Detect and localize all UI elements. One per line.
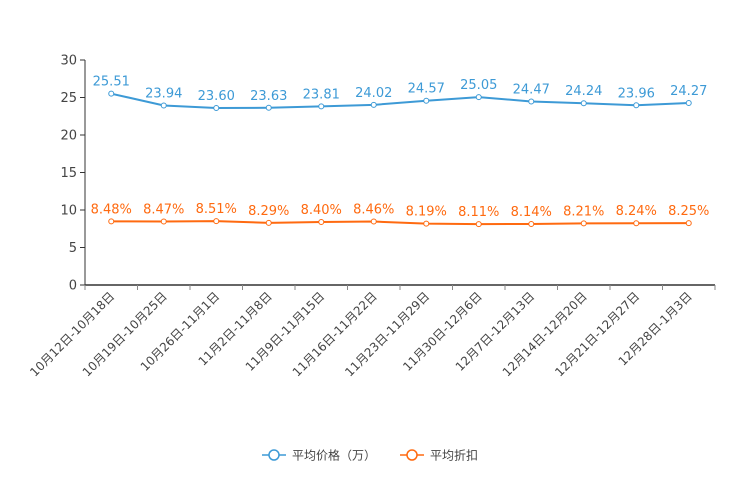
data-point [318,219,325,225]
data-label: 8.29% [248,204,289,219]
y-tick-label: 10 [60,204,77,219]
data-point [423,97,430,104]
data-label: 8.48% [91,202,132,217]
data-point [265,104,272,111]
data-label: 24.57 [408,82,445,97]
data-point [108,218,115,225]
data-label: 25.51 [93,75,130,90]
data-label: 24.27 [670,84,707,99]
data-point [265,219,272,226]
data-point [213,218,220,225]
data-label: 8.21% [563,204,604,219]
data-label: 8.19% [406,205,447,220]
legend-label[interactable]: 平均价格（万） [292,448,376,463]
data-label: 23.94 [145,86,182,101]
data-label: 24.02 [355,86,392,101]
x-tick-label: 10月12日-10月18日 [27,289,117,379]
legend-label[interactable]: 平均折扣 [430,448,478,463]
data-point [213,105,220,111]
data-point [370,218,377,225]
legend-marker-icon [406,449,418,461]
data-label: 25.05 [460,78,497,93]
data-point [475,94,482,101]
data-point [633,220,640,227]
data-label: 24.24 [565,84,602,99]
y-tick-label: 30 [60,54,77,69]
y-tick-label: 0 [69,279,77,294]
y-tick-label: 5 [69,241,77,256]
series-line-1 [111,220,689,226]
data-label: 8.24% [616,204,657,219]
data-point [580,100,587,107]
data-point [370,101,377,108]
data-point [108,90,115,97]
data-label: 23.96 [618,86,655,101]
data-point [580,220,587,227]
series-line-0 [111,92,689,110]
data-label: 8.46% [353,203,394,218]
data-point [475,221,482,228]
y-tick-label: 20 [60,129,77,144]
data-label: 24.47 [513,82,550,97]
data-point [685,220,692,227]
data-label: 8.11% [458,205,499,220]
data-label: 23.63 [250,89,287,104]
data-point [528,220,535,227]
data-label: 8.25% [668,204,709,219]
data-label: 23.81 [303,87,340,102]
data-point [528,98,535,105]
data-label: 8.14% [511,205,552,220]
data-label: 8.40% [301,203,342,218]
data-point [318,103,325,110]
data-point [685,99,692,106]
legend-marker-icon [268,449,280,461]
data-label: 8.51% [196,202,237,217]
data-label: 23.60 [198,89,235,104]
data-point [633,102,640,109]
y-tick-label: 25 [60,91,77,106]
y-tick-label: 15 [60,166,77,181]
data-point [423,220,430,227]
data-label: 8.47% [143,202,184,217]
data-point [160,218,167,225]
data-point [160,102,167,109]
